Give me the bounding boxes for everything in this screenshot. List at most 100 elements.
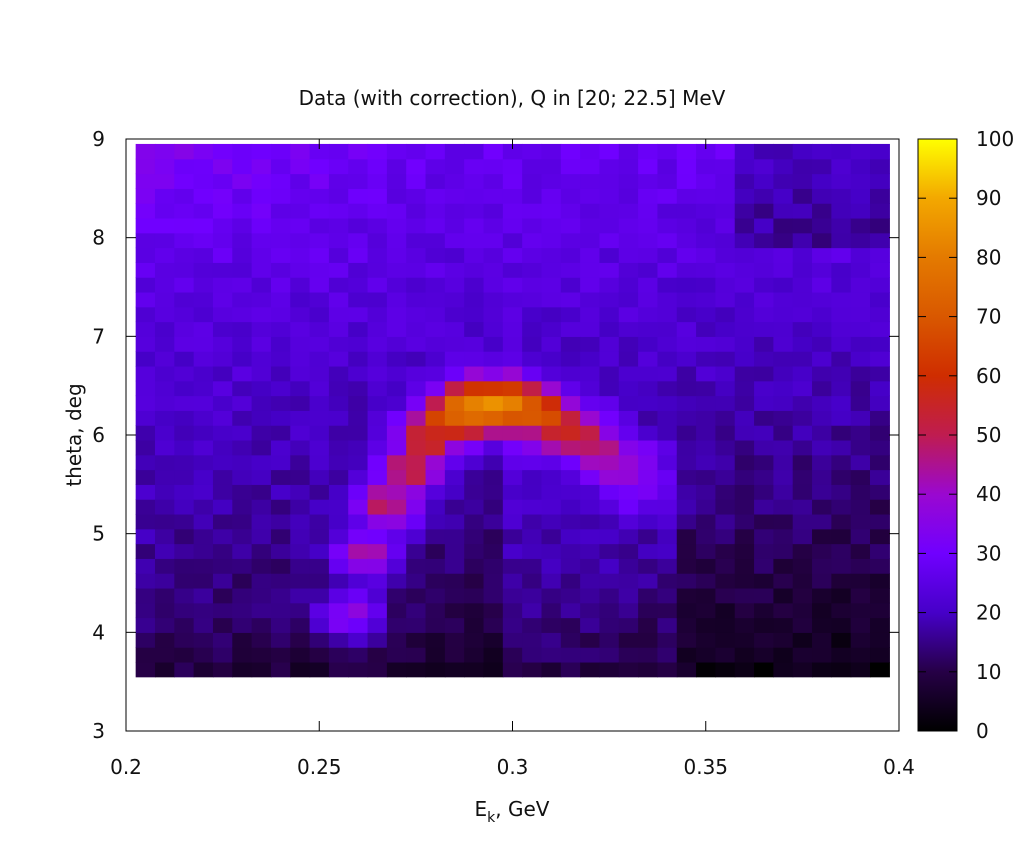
x-tick-label: 0.25 [297, 755, 342, 779]
heatmap-cell [638, 336, 659, 352]
heatmap-cell [425, 499, 446, 515]
heatmap-cell [193, 454, 214, 471]
heatmap-cell [309, 217, 330, 234]
heatmap-cell [831, 203, 852, 219]
heatmap-cell [599, 410, 620, 426]
heatmap-cell [232, 247, 253, 263]
heatmap-cell [444, 499, 465, 515]
heatmap-cell [425, 217, 446, 234]
heatmap-cell [386, 439, 407, 456]
heatmap-cell [193, 439, 214, 456]
heatmap-cell [850, 617, 871, 633]
heatmap-cell [638, 351, 659, 367]
heatmap-cell [502, 203, 523, 219]
heatmap-cell [618, 439, 639, 456]
heatmap-cell [135, 291, 156, 308]
heatmap-cell [270, 484, 291, 500]
heatmap-cell [464, 277, 485, 293]
heatmap-cell [135, 469, 156, 485]
heatmap-cell [135, 247, 156, 263]
heatmap-cell [193, 380, 214, 397]
heatmap-cell [560, 247, 581, 263]
heatmap-cell [715, 365, 736, 382]
heatmap-cell [522, 380, 543, 397]
heatmap-cell [270, 454, 291, 471]
heatmap-cell [522, 277, 543, 293]
heatmap-cell [580, 291, 601, 308]
heatmap-cell [174, 632, 195, 648]
heatmap-cell [676, 484, 697, 500]
heatmap-cell [870, 602, 890, 619]
heatmap-cell [483, 395, 504, 411]
heatmap-cell [135, 439, 156, 456]
heatmap-cell [367, 454, 388, 471]
heatmap-cell [773, 543, 794, 559]
heatmap-cell [638, 188, 659, 204]
heatmap-cell [348, 395, 369, 411]
heatmap-cell [154, 291, 175, 308]
heatmap-cell [870, 661, 890, 678]
heatmap-cell [251, 499, 272, 515]
heatmap-cell [541, 543, 562, 559]
heatmap-cell [290, 321, 311, 337]
heatmap-cell [406, 513, 427, 530]
heatmap-cell [251, 365, 272, 382]
heatmap-cell [135, 454, 156, 471]
heatmap-cell [792, 469, 813, 485]
heatmap-cell [309, 188, 330, 204]
heatmap-cell [174, 499, 195, 515]
heatmap-cell [193, 306, 214, 323]
heatmap-cell [193, 247, 214, 263]
heatmap-cell [734, 380, 755, 397]
heatmap-cell [154, 203, 175, 219]
heatmap-cell [154, 262, 175, 278]
heatmap-cell [734, 365, 755, 382]
heatmap-cell [599, 425, 620, 441]
heatmap-cell [154, 632, 175, 648]
heatmap-cell [850, 439, 871, 456]
heatmap-cell [812, 469, 832, 485]
heatmap-cell [850, 410, 871, 426]
heatmap-cell [502, 173, 523, 189]
colorbar-tick-label: 30 [976, 541, 1001, 565]
y-tick-label: 9 [92, 127, 105, 151]
heatmap-cell [831, 573, 852, 589]
heatmap-cell [174, 410, 195, 426]
heatmap-cell [444, 484, 465, 500]
heatmap-cell [309, 632, 330, 648]
heatmap-cell [812, 188, 832, 204]
heatmap-cell [193, 262, 214, 278]
heatmap-cell [386, 410, 407, 426]
heatmap-cell [328, 617, 349, 633]
heatmap-cell [850, 291, 871, 308]
heatmap-cell [290, 469, 311, 485]
heatmap-cell [676, 425, 697, 441]
heatmap-cell [715, 528, 736, 545]
heatmap-cell [599, 188, 620, 204]
heatmap-cell [831, 336, 852, 352]
heatmap-cell [406, 661, 427, 678]
heatmap-cell [386, 661, 407, 678]
heatmap-cell [212, 277, 233, 293]
heatmap-cell [232, 321, 253, 337]
heatmap-cell [348, 647, 369, 663]
heatmap-cell [599, 632, 620, 648]
heatmap-cell [193, 410, 214, 426]
heatmap-cell [870, 365, 890, 382]
heatmap-cell [174, 336, 195, 352]
heatmap-cell [290, 380, 311, 397]
heatmap-cell [580, 188, 601, 204]
heatmap-cell [386, 395, 407, 411]
heatmap-cell [522, 661, 543, 678]
heatmap-cell [773, 321, 794, 337]
heatmap-cell [715, 632, 736, 648]
heatmap-cell [328, 439, 349, 456]
heatmap-cell [309, 661, 330, 678]
heatmap-cell [502, 661, 523, 678]
heatmap-cell [792, 558, 813, 574]
heatmap-cell [676, 587, 697, 604]
heatmap-cell [290, 173, 311, 189]
heatmap-cell [251, 217, 272, 234]
heatmap-cell [560, 232, 581, 249]
heatmap-cell [154, 277, 175, 293]
